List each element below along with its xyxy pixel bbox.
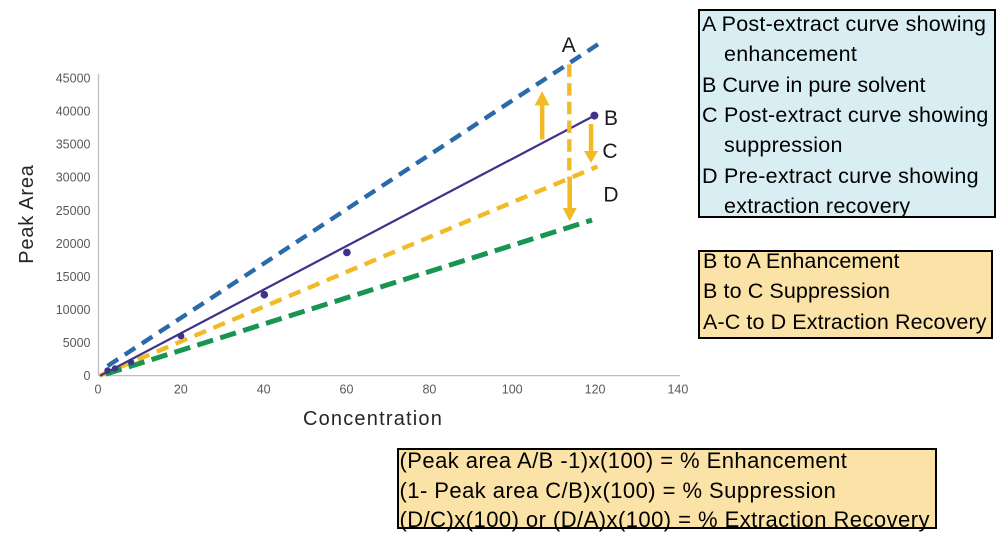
svg-text:30000: 30000 [56, 171, 91, 185]
svg-text:80: 80 [422, 383, 436, 397]
svg-text:5000: 5000 [63, 336, 91, 350]
svg-text:10000: 10000 [56, 303, 91, 317]
svg-text:A: A [562, 34, 576, 57]
svg-text:25000: 25000 [56, 204, 91, 218]
svg-text:100: 100 [502, 383, 523, 397]
svg-text:Peak Area: Peak Area [16, 164, 38, 264]
svg-text:45000: 45000 [56, 72, 91, 86]
svg-text:40000: 40000 [56, 105, 91, 119]
svg-text:D: D [603, 184, 618, 207]
svg-text:B: B [604, 107, 618, 130]
svg-text:C: C [602, 140, 617, 163]
svg-text:0: 0 [95, 383, 102, 397]
svg-text:0: 0 [84, 369, 91, 383]
svg-text:35000: 35000 [56, 138, 91, 152]
svg-text:15000: 15000 [56, 270, 91, 284]
svg-text:140: 140 [667, 383, 688, 397]
svg-text:60: 60 [340, 383, 354, 397]
svg-text:40: 40 [257, 383, 271, 397]
svg-text:20: 20 [174, 383, 188, 397]
svg-text:120: 120 [585, 383, 606, 397]
svg-text:Concentration: Concentration [303, 408, 443, 430]
svg-text:20000: 20000 [56, 237, 91, 251]
